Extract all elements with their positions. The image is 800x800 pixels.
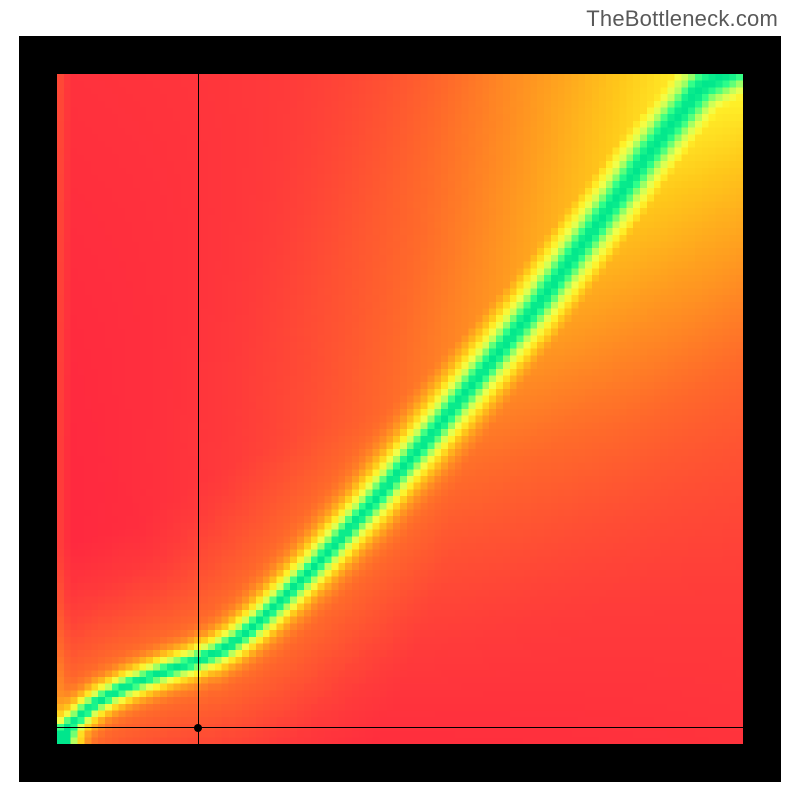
- crosshair-point: [194, 724, 202, 732]
- crosshair-horizontal: [57, 727, 743, 728]
- plot-border: [19, 36, 781, 782]
- watermark-text: TheBottleneck.com: [586, 6, 778, 32]
- crosshair-vertical: [198, 74, 199, 744]
